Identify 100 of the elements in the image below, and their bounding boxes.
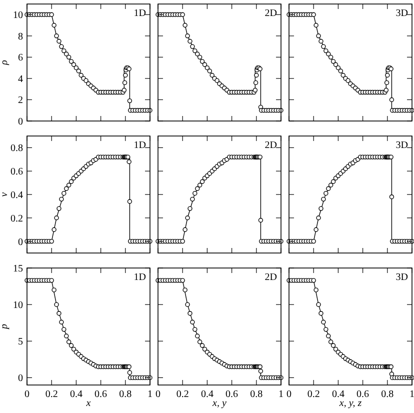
point xyxy=(340,72,346,78)
x-tick-label: 1 xyxy=(278,389,284,400)
point xyxy=(197,54,202,60)
annotation: 2D xyxy=(264,140,277,151)
point xyxy=(182,227,188,232)
point xyxy=(330,59,336,64)
point xyxy=(64,334,69,338)
point xyxy=(195,186,200,191)
point xyxy=(328,54,334,60)
point xyxy=(326,52,331,56)
x-axis-title: x xyxy=(85,398,92,409)
point xyxy=(54,302,59,307)
annotation: 3D xyxy=(396,140,408,151)
x-tick-label: 1 xyxy=(410,389,414,400)
point xyxy=(54,34,59,38)
point xyxy=(190,320,195,324)
point xyxy=(71,346,76,352)
x-tick-label: 0.2 xyxy=(176,389,189,400)
point xyxy=(76,68,82,74)
y-tick-label: 6 xyxy=(18,52,23,64)
point xyxy=(68,179,74,184)
point xyxy=(180,12,185,17)
point xyxy=(127,370,132,375)
y-tick-label: 0.2 xyxy=(10,213,23,224)
point xyxy=(123,72,128,78)
y-tick-label: 0 xyxy=(18,236,23,248)
point xyxy=(311,238,316,244)
point xyxy=(64,186,69,191)
y-axis-title: v xyxy=(0,192,10,197)
point xyxy=(180,278,185,283)
point xyxy=(321,320,326,324)
point xyxy=(314,22,318,28)
y-tick-label: 10 xyxy=(13,300,23,312)
y-tick-label: 4 xyxy=(18,74,23,85)
point xyxy=(192,190,198,196)
y-tick-label: 15 xyxy=(13,264,23,274)
point xyxy=(122,80,128,86)
point xyxy=(195,52,200,56)
y-tick-label: 0.8 xyxy=(10,143,23,154)
x-tick-label: 0.4 xyxy=(200,389,214,400)
x-tick-label: 0.2 xyxy=(45,389,58,400)
x-tick-label: 0.8 xyxy=(119,389,132,400)
point xyxy=(74,65,79,70)
y-tick-label: 5 xyxy=(18,336,23,348)
point xyxy=(182,22,188,28)
point xyxy=(318,38,324,44)
point xyxy=(316,34,321,38)
point xyxy=(389,97,394,102)
annotation: 3D xyxy=(396,8,408,19)
annotation: 3D xyxy=(396,272,408,283)
point xyxy=(200,59,205,64)
point xyxy=(62,48,66,54)
point xyxy=(346,78,350,83)
point xyxy=(182,288,188,292)
x-tick-label: 0.8 xyxy=(250,389,263,400)
point xyxy=(49,12,54,17)
x-tick-label: 0.4 xyxy=(70,389,82,400)
point xyxy=(324,327,328,332)
point xyxy=(185,302,190,307)
point xyxy=(330,343,336,348)
point xyxy=(192,48,198,54)
x-tick-label: 1 xyxy=(148,389,152,400)
y-tick-label: 0 xyxy=(18,116,23,128)
point xyxy=(389,194,394,200)
point xyxy=(328,340,334,344)
y-tick-label: 10 xyxy=(13,10,23,22)
x-axis-title: x, y xyxy=(212,398,227,409)
point xyxy=(66,54,72,60)
point xyxy=(56,38,62,44)
point xyxy=(84,78,88,83)
point xyxy=(56,206,62,211)
point xyxy=(214,78,220,83)
point xyxy=(52,227,56,232)
point xyxy=(127,199,132,204)
point xyxy=(195,334,200,338)
point xyxy=(316,216,321,220)
point xyxy=(78,72,84,78)
point xyxy=(49,278,54,283)
x-axis-title: x, y, z xyxy=(338,398,362,409)
annotation: 1D xyxy=(134,272,146,283)
x-tick-label: 0.2 xyxy=(307,389,320,400)
annotation: 1D xyxy=(134,8,146,19)
point xyxy=(54,216,59,220)
x-tick-label: 0.6 xyxy=(94,389,108,400)
point xyxy=(52,22,56,28)
point xyxy=(258,218,264,223)
point xyxy=(338,68,344,74)
point xyxy=(126,159,132,164)
point xyxy=(333,62,338,67)
point xyxy=(59,320,64,324)
point xyxy=(188,206,192,211)
point xyxy=(188,38,192,44)
point xyxy=(326,334,331,338)
point xyxy=(56,310,62,316)
point xyxy=(318,206,324,211)
point xyxy=(68,343,74,348)
point xyxy=(188,310,192,316)
point xyxy=(321,196,326,202)
y-tick-label: 0.4 xyxy=(10,190,23,201)
y-tick-label: 0 xyxy=(18,373,23,384)
